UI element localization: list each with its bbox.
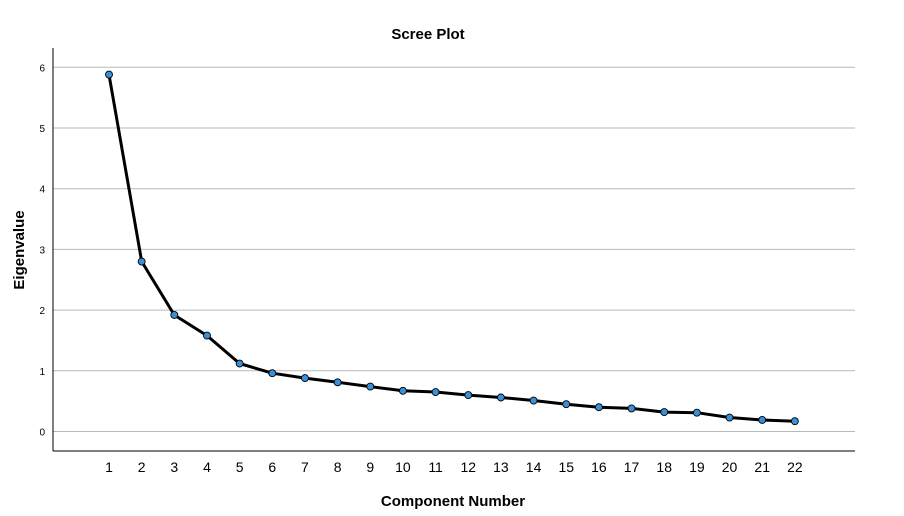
data-point-8 (333, 378, 342, 387)
data-point-15 (562, 400, 571, 409)
x-tick-label-3: 3 (170, 459, 178, 475)
x-tick-label-2: 2 (138, 459, 146, 475)
data-point-12 (464, 391, 473, 400)
data-point-14 (529, 396, 538, 405)
y-tick-labels: 0 1 2 3 4 5 6 (39, 63, 45, 438)
y-tick-label-2: 2 (39, 306, 45, 317)
data-point-17 (627, 404, 636, 413)
data-point-4 (203, 331, 211, 340)
data-point-16 (594, 403, 603, 412)
series-line (107, 74, 795, 423)
x-tick-label-13: 13 (493, 459, 509, 475)
x-tick-label-14: 14 (526, 459, 542, 475)
data-point-5 (235, 359, 244, 368)
data-point-2 (137, 257, 146, 266)
x-tick-label-21: 21 (754, 459, 770, 475)
y-tick-label-4: 4 (39, 185, 45, 196)
x-axis-label: Component Number (381, 493, 525, 510)
axes (52, 48, 855, 452)
data-point-21 (758, 416, 767, 424)
x-tick-label-18: 18 (656, 459, 672, 475)
x-tick-label-15: 15 (558, 459, 574, 475)
x-tick-label-8: 8 (334, 459, 342, 475)
x-tick-labels: 1 2 3 4 5 6 7 8 9 10 11 12 13 14 15 16 17 18 19 20 21 22 (105, 459, 803, 475)
y-tick-label-0: 0 (39, 428, 45, 439)
data-point-6 (268, 369, 277, 378)
y-tick-label-1: 1 (39, 367, 45, 378)
y-tick-label-5: 5 (39, 124, 45, 135)
x-tick-label-7: 7 (301, 459, 309, 475)
x-tick-label-1: 1 (105, 459, 113, 475)
y-tick-label-3: 3 (39, 245, 45, 256)
x-tick-label-4: 4 (203, 459, 211, 475)
data-point-10 (398, 386, 407, 395)
x-tick-label-6: 6 (268, 459, 276, 475)
data-point-18 (660, 408, 669, 417)
x-tick-label-20: 20 (722, 459, 738, 475)
data-point-1 (105, 70, 113, 79)
x-tick-label-16: 16 (591, 459, 607, 475)
data-point-22 (790, 417, 799, 426)
data-point-20 (725, 413, 734, 422)
data-point-9 (366, 382, 375, 391)
data-point-11 (431, 388, 440, 396)
x-tick-label-11: 11 (428, 459, 443, 475)
y-axis-label: Eigenvalue (11, 210, 28, 289)
x-tick-label-10: 10 (395, 459, 411, 475)
data-point-3 (170, 311, 179, 319)
y-tick-label-6: 6 (39, 63, 45, 74)
data-point-7 (301, 374, 309, 383)
data-point-19 (692, 408, 701, 417)
x-tick-label-12: 12 (460, 459, 476, 475)
x-tick-label-19: 19 (689, 459, 705, 475)
x-tick-label-9: 9 (366, 459, 374, 475)
series-group (105, 70, 799, 426)
data-point-13 (496, 393, 505, 402)
chart-title: Scree Plot (391, 26, 464, 43)
gridlines (53, 66, 855, 432)
x-tick-label-17: 17 (624, 459, 640, 475)
x-tick-label-5: 5 (236, 459, 244, 475)
x-tick-label-22: 22 (787, 459, 803, 475)
